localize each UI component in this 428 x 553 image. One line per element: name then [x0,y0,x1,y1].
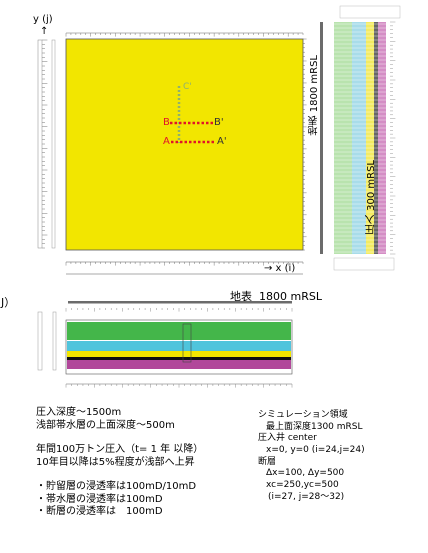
layer-cyan [67,341,291,351]
note-injection-depth: 圧入深度～1500m [36,407,122,418]
note-aquifer-depth: 浅部帯水層の上面深度～500m [36,419,175,431]
section-label-c-prime: C' [183,82,192,92]
plan-view [37,32,307,275]
notes-right: シミュレーション領域 最上面深度1300 mRSL 圧入井 center x=0… [258,410,365,504]
cross-section-left-scale-inner [52,311,57,371]
layer-column-cyan [352,22,366,254]
x-axis-label: → x (i) [264,263,296,274]
note-fault-indices: (i=27, j=28～32) [268,491,345,502]
note-sim-domain-title: シミュレーション領域 [258,410,348,420]
layer-column-yellow [366,22,374,254]
layer-green [67,322,291,340]
fault-box [182,323,192,363]
side-strip-surface-label: 地表 1800 mRSL [309,55,320,136]
stray-label: J） [1,296,16,309]
layer-yellow [67,351,291,357]
layer-magenta [67,360,291,369]
note-aquifer-permeability: ・帯水層の浸透率は100mD [36,493,163,505]
model-domain [65,38,304,251]
side-strip-bottom-ruler [333,257,395,271]
notes-left: 圧入深度～1500m 浅部帯水層の上面深度～500m 年間100万トン圧入（t=… [36,407,203,519]
section-label-a: A [163,136,170,147]
note-fault-permeability: ・断層の浸透率は 100mD [36,506,163,517]
layer-column-dark [374,22,378,254]
y-axis-label: y (j) [33,14,53,25]
note-fault-center: xc=250,yc=500 [266,480,339,491]
cross-section [37,301,293,388]
note-fault-title: 断層 [258,456,277,467]
cross-section-surface-bar [68,301,292,304]
note-well-location: x=0, y=0 (i=24,j=24) [266,445,365,456]
note-fault-size: Δx=100, Δy=500 [266,468,345,479]
note-injection-well: 圧入井 center [258,433,317,444]
layer-black [67,357,291,360]
side-strip-top-ruler [339,5,401,19]
note-reservoir-permeability: ・貯留層の浸透率は100mD/10mD [36,481,197,492]
side-strip [320,5,401,271]
side-strip-surface-bar [320,22,323,254]
cross-section-surface-label: 地表 1800 mRSL [230,290,322,303]
layer-column-green [334,22,352,254]
note-top-depth: 最上面深度1300 mRSL [266,421,363,432]
note-injection-rate: 年間100万トン圧入（t= 1 年 以降） [36,444,204,455]
layer-column-magenta [378,22,386,254]
plan-left-scale-inner [51,39,56,249]
plan-left-scale [37,39,43,249]
side-strip-injection-label: 圧入 300 mRSL [366,160,377,235]
section-label-b-prime: B' [214,117,224,128]
cross-section-left-scale [37,311,43,371]
note-leakage: 10年目以降は5%程度が浅部へ上昇 [36,456,195,468]
y-axis-arrow-icon: ↑ [40,26,49,37]
section-label-a-prime: A' [217,136,227,147]
section-label-b: B [163,117,170,128]
